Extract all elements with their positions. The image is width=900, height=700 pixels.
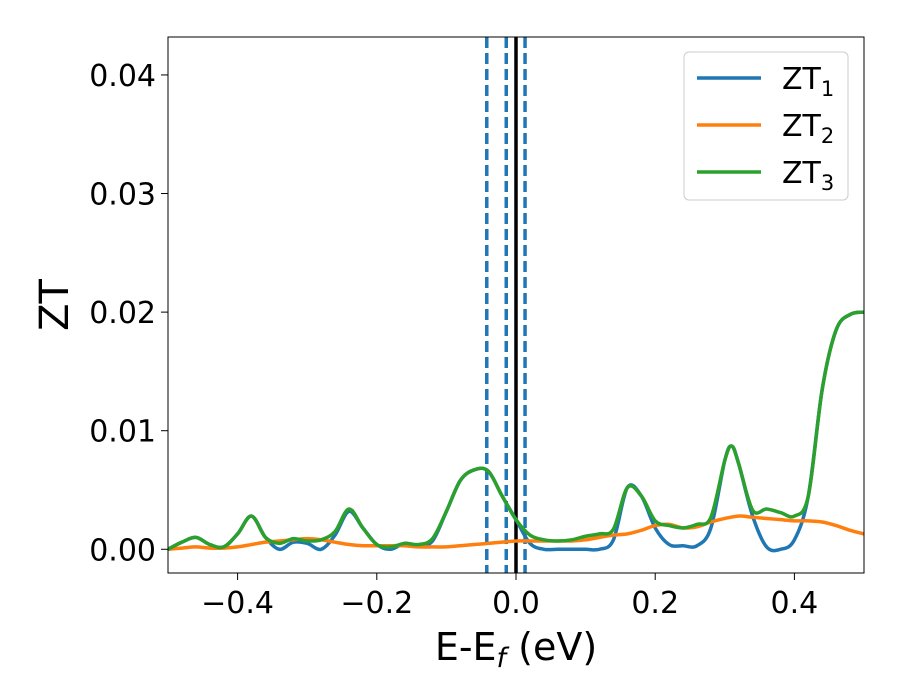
y-tick-label: 0.02: [89, 296, 156, 331]
series-layer: [168, 310, 864, 553]
x-axis-label: E-Ef (eV): [435, 625, 597, 674]
x-tick-label: −0.2: [340, 586, 413, 621]
legend-box: [683, 51, 849, 201]
x-tick-label: 0.4: [771, 586, 819, 621]
x-axis: −0.4 −0.2 0.0 0.2 0.4: [201, 573, 818, 621]
legend-label: ZT3: [782, 156, 834, 195]
series-line-zt3: [168, 310, 864, 552]
x-axis-label-unit: (eV): [506, 625, 597, 669]
y-axis-label: ZT: [32, 279, 78, 331]
reference-lines: [485, 37, 527, 573]
legend-label: ZT2: [782, 109, 834, 148]
x-tick-label: 0.0: [492, 586, 540, 621]
y-tick-label: 0.04: [89, 59, 156, 94]
y-tick-label: 0.00: [89, 533, 156, 568]
x-axis-label-main: E-E: [435, 625, 497, 669]
x-tick-label: −0.4: [201, 586, 274, 621]
x-tick-label: 0.2: [631, 586, 679, 621]
legend-label: ZT1: [782, 62, 834, 101]
y-tick-label: 0.03: [89, 178, 156, 213]
legend: ZT1 ZT2 ZT3: [683, 51, 849, 201]
y-tick-label: 0.01: [89, 415, 156, 450]
y-axis: 0.00 0.01 0.02 0.03 0.04: [89, 59, 168, 568]
